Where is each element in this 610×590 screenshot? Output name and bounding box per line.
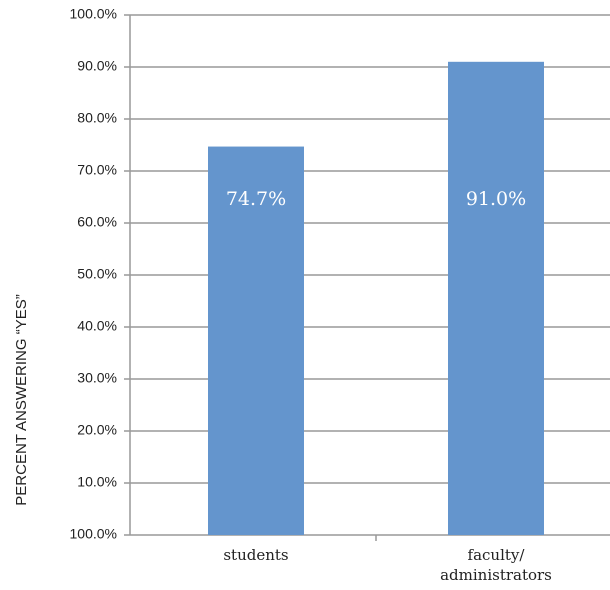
y-tick-label: 80.0% bbox=[77, 110, 117, 126]
y-tick-label: 20.0% bbox=[77, 422, 117, 438]
y-tick-label: 30.0% bbox=[77, 370, 117, 386]
y-tick-label: 100.0% bbox=[70, 526, 117, 542]
bar bbox=[448, 61, 544, 536]
data-label: 91.0% bbox=[466, 188, 526, 210]
y-tick-label: 100.0% bbox=[70, 6, 117, 22]
bar bbox=[208, 146, 304, 535]
y-tick-label: 90.0% bbox=[77, 58, 117, 74]
y-axis-label: PERCENT ANSWERING “YES” bbox=[13, 294, 30, 505]
x-tick-label: faculty/ administrators bbox=[440, 546, 552, 584]
data-label: 74.7% bbox=[226, 188, 286, 210]
y-tick-label: 70.0% bbox=[77, 162, 117, 178]
y-tick-label: 50.0% bbox=[77, 266, 117, 282]
y-tick-label: 40.0% bbox=[77, 318, 117, 334]
x-tick-label: students bbox=[223, 546, 289, 564]
y-tick-label: 10.0% bbox=[77, 474, 117, 490]
y-tick-label: 60.0% bbox=[77, 214, 117, 230]
